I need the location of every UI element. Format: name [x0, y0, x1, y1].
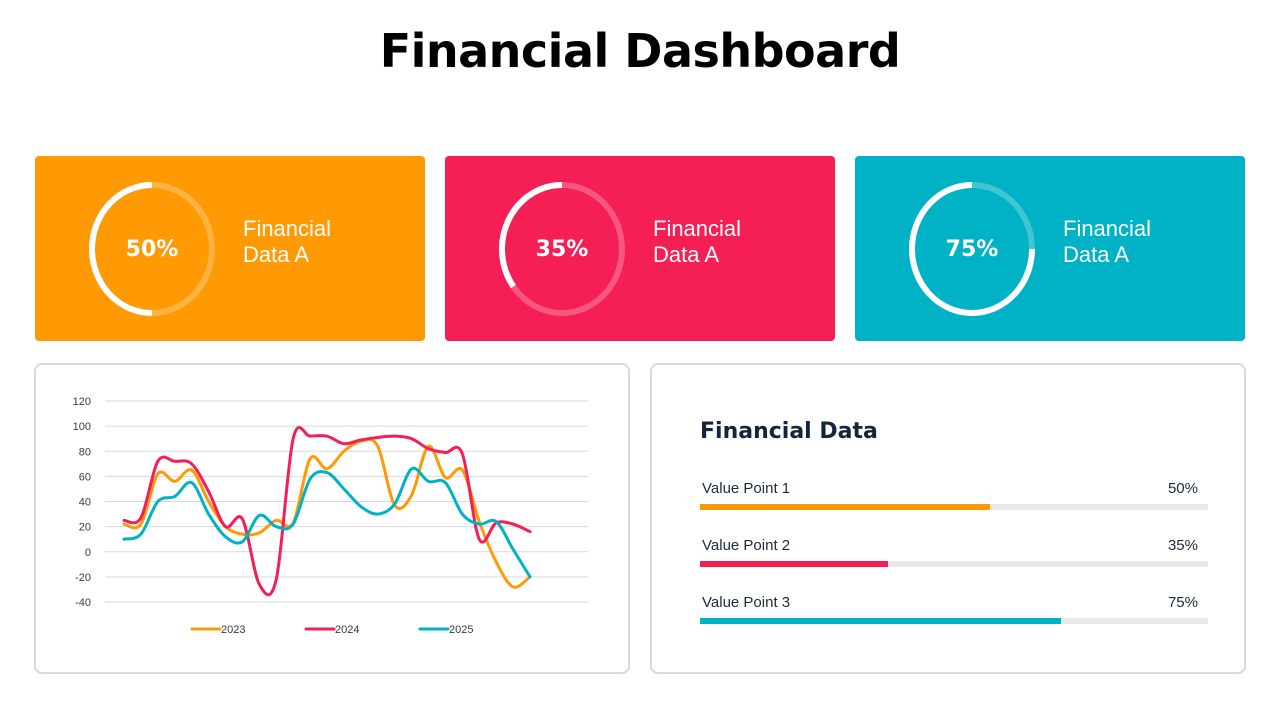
kpi-percent: 50%: [125, 236, 179, 262]
kpi-label: Financial Data A: [243, 216, 331, 268]
kpi-percent: 75%: [945, 236, 999, 262]
legend-item-2024: 2024: [304, 624, 359, 636]
svg-text:0: 0: [85, 547, 91, 559]
kpi-label-line1: Financial: [243, 216, 332, 241]
svg-text:40: 40: [79, 497, 91, 509]
kpi-percent: 35%: [535, 236, 589, 262]
page-title: Financial Dashboard: [379, 24, 901, 78]
svg-text:-20: -20: [75, 572, 91, 584]
progress-ring-icon: [89, 182, 215, 316]
svg-text:2024: 2024: [335, 624, 359, 636]
svg-text:80: 80: [79, 446, 91, 458]
svg-text:120: 120: [73, 396, 91, 408]
value-point-value: 75%: [1167, 594, 1198, 611]
progress-track: [700, 618, 1208, 624]
value-point-label: Value Point 3: [702, 594, 791, 611]
kpi-label: Financial Data A: [1063, 216, 1151, 268]
progress-fill: [700, 618, 1061, 624]
kpi-card-3: 75% Financial Data A: [855, 156, 1245, 341]
progress-ring-icon: [499, 182, 625, 316]
svg-text:2023: 2023: [221, 624, 245, 636]
progress-ring-icon: [909, 182, 1035, 316]
line-chart-panel: 120 100 80 60 40 20 0 -20 -40 2023 2024 2025: [34, 363, 630, 674]
kpi-card-1: 50% Financial Data A: [35, 156, 425, 341]
progress-fill: [700, 504, 990, 510]
kpi-label: Financial Data A: [653, 216, 741, 268]
kpi-label-line2: Data A: [243, 242, 310, 267]
legend-item-2023: 2023: [190, 624, 245, 636]
value-point-label: Value Point 1: [702, 480, 791, 497]
value-point-value: 35%: [1167, 537, 1198, 554]
financial-data-title: Financial Data: [700, 419, 878, 444]
kpi-card-2: 35% Financial Data A: [445, 156, 835, 341]
legend-item-2025: 2025: [418, 624, 473, 636]
kpi-label-line1: Financial: [653, 216, 742, 241]
value-point-value: 50%: [1167, 480, 1198, 497]
svg-text:2025: 2025: [449, 624, 473, 636]
kpi-label-line1: Financial: [1063, 216, 1152, 241]
line-chart: 120 100 80 60 40 20 0 -20 -40 2023 2024 2025: [73, 396, 588, 636]
svg-text:100: 100: [73, 421, 91, 433]
svg-text:20: 20: [79, 522, 91, 534]
kpi-label-line2: Data A: [653, 242, 720, 267]
svg-text:60: 60: [79, 471, 91, 483]
progress-track: [700, 561, 1208, 567]
progress-track: [700, 504, 1208, 510]
progress-fill: [700, 561, 888, 567]
svg-text:-40: -40: [75, 597, 91, 609]
value-point-label: Value Point 2: [702, 537, 791, 554]
financial-data-panel: Financial Data Value Point 1 50% Value P…: [650, 363, 1246, 674]
kpi-label-line2: Data A: [1063, 242, 1130, 267]
